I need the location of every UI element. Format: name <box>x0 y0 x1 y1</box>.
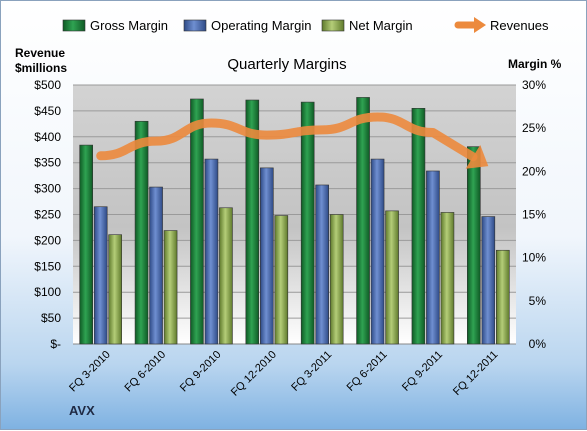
bars <box>79 97 510 345</box>
right-tick-label: 5% <box>529 294 547 308</box>
right-tick-label: 0% <box>529 337 547 351</box>
legend-label: Gross Margin <box>90 18 168 33</box>
x-tick-label: FQ 3-2010 <box>67 349 113 395</box>
bar-operating-margin <box>93 206 108 345</box>
company-label: AVX <box>69 403 95 418</box>
bar-gross-margin <box>411 108 426 345</box>
legend-label: Revenues <box>490 18 549 33</box>
legend-label: Operating Margin <box>211 18 311 33</box>
bar-operating-margin <box>315 184 329 345</box>
x-axis-ticks: FQ 3-2010 FQ 6-2010 FQ 9-2010 FQ 12-2010 FQ … <box>67 349 500 399</box>
legend-label: Net Margin <box>349 18 413 33</box>
x-tick-label: FQ 3-2011 <box>289 349 334 394</box>
x-tick-label: FQ 9-2011 <box>400 349 445 394</box>
bar-operating-margin <box>149 186 163 345</box>
chart-title: Quarterly Margins <box>227 56 346 73</box>
bar-gross-margin <box>245 99 260 345</box>
right-tick-label: 30% <box>522 78 546 92</box>
left-axis-title: Revenue $millions <box>15 46 67 76</box>
x-tick-label: FQ 12-2010 <box>229 349 279 399</box>
bar-gross-margin <box>190 98 204 345</box>
bar-gross-margin <box>300 101 315 345</box>
left-tick-label: $100 <box>34 285 61 299</box>
left-tick-label: $200 <box>34 233 61 247</box>
left-tick-label: $50 <box>41 311 61 325</box>
legend-revenues-arrowhead <box>474 17 486 33</box>
bar-net-margin <box>108 234 122 345</box>
left-axis-ticks: $- $50 $100 $150 $200 $250 $300 $350 $400 $450 $50… <box>34 78 61 351</box>
bar-operating-margin <box>204 158 219 345</box>
x-tick-label: FQ 9-2010 <box>178 349 224 395</box>
right-axis-title: Margin % <box>508 57 562 71</box>
bar-net-margin <box>496 249 510 345</box>
bar-net-margin <box>219 207 233 345</box>
legend-swatch <box>321 19 345 32</box>
bar-net-margin <box>274 215 289 345</box>
left-tick-label: $400 <box>34 130 61 144</box>
left-tick-label: $150 <box>34 259 61 273</box>
bar-net-margin <box>329 214 344 345</box>
left-axis-title-line: $millions <box>15 61 68 75</box>
revenues-arrowhead <box>465 144 489 169</box>
left-tick-label: $500 <box>34 78 61 92</box>
bar-net-margin <box>163 230 178 345</box>
bar-gross-margin <box>79 144 93 345</box>
bar-operating-margin <box>426 170 440 345</box>
left-tick-label: $300 <box>34 182 61 196</box>
bar-net-margin <box>385 210 399 345</box>
revenues-line <box>96 112 478 162</box>
right-tick-label: 25% <box>522 121 546 135</box>
bar-operating-margin <box>481 216 496 345</box>
revenues-series <box>96 112 489 169</box>
bar-gross-margin <box>356 97 370 345</box>
bar-operating-margin <box>370 158 385 345</box>
right-tick-label: 10% <box>522 251 546 265</box>
left-axis-title-line: Revenue <box>15 46 66 60</box>
left-tick-label: $- <box>50 337 61 351</box>
right-tick-label: 15% <box>522 208 546 222</box>
left-tick-label: $250 <box>34 208 61 222</box>
bar-operating-margin <box>260 167 274 345</box>
bar-net-margin <box>440 212 455 345</box>
bar-gross-margin <box>134 120 149 345</box>
right-tick-label: 20% <box>522 164 546 178</box>
legend: Gross Margin Operating Margin Net Margin Re… <box>62 17 549 33</box>
bar-gross-margin <box>467 146 481 345</box>
left-tick-label: $350 <box>34 156 61 170</box>
right-axis-ticks: 0% 5% 10% 15% 20% 25% 30% <box>522 78 546 351</box>
x-tick-label: FQ 6-2010 <box>123 349 169 395</box>
x-tick-label: FQ 12-2011 <box>451 349 500 398</box>
legend-swatch <box>62 19 86 32</box>
x-tick-label: FQ 6-2011 <box>345 349 390 394</box>
legend-swatch <box>183 19 207 32</box>
left-tick-label: $450 <box>34 104 61 118</box>
